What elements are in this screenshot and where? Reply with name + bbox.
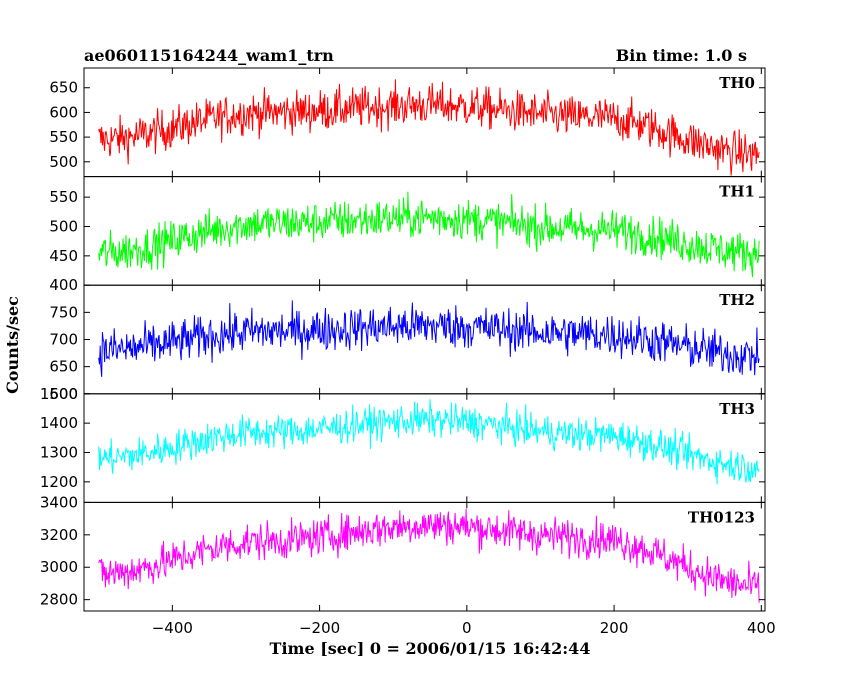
y-tick-label: 2800 — [40, 591, 78, 609]
chart-title: ae060115164244_wam1_trn — [84, 46, 334, 65]
panel-label-th0123: TH0123 — [688, 508, 755, 526]
y-tick-label: 550 — [49, 188, 78, 206]
series-line-th1 — [98, 191, 760, 278]
x-tick-label: −400 — [152, 619, 193, 637]
y-tick-label: 600 — [49, 385, 78, 403]
y-tick-label: 650 — [49, 79, 78, 97]
y-tick-label: 3200 — [40, 526, 78, 544]
y-tick-label: 700 — [49, 331, 78, 349]
panel-label-th3: TH3 — [719, 400, 755, 418]
series-line-th0123 — [98, 508, 760, 603]
y-tick-label: 1400 — [40, 414, 78, 432]
series-line-th2 — [98, 300, 760, 377]
x-axis-label: Time [sec] 0 = 2006/01/15 16:42:44 — [270, 639, 591, 658]
series-line-th3 — [98, 399, 760, 485]
y-tick-label: 1300 — [40, 444, 78, 462]
y-tick-label: 1200 — [40, 473, 78, 491]
y-tick-label: 400 — [49, 276, 78, 294]
panel-frame — [83, 393, 766, 503]
panel-label-th2: TH2 — [719, 291, 755, 309]
y-tick-label: 500 — [49, 153, 78, 171]
y-tick-label: 500 — [49, 217, 78, 235]
y-tick-label: 600 — [49, 103, 78, 121]
x-tick-label: −200 — [299, 619, 340, 637]
series-line-th0 — [98, 79, 760, 176]
y-tick-label: 3000 — [40, 558, 78, 576]
panel-label-th0: TH0 — [719, 74, 755, 92]
y-tick-label: 3400 — [40, 493, 78, 511]
bin-time-label: Bin time: 1.0 s — [616, 46, 747, 65]
panels-group: 500 550 600 650 TH0 400 450 500 550 TH1 600 650 700 7… — [40, 67, 776, 637]
x-tick-label: 0 — [462, 619, 472, 637]
x-tick-label: 400 — [747, 619, 776, 637]
x-tick-label: 200 — [600, 619, 629, 637]
panel-label-th1: TH1 — [719, 183, 755, 201]
y-tick-label: 550 — [49, 128, 78, 146]
y-tick-label: 650 — [49, 358, 78, 376]
panel-frame — [83, 501, 766, 612]
y-axis-label: Counts/sec — [3, 296, 22, 394]
y-tick-label: 450 — [49, 247, 78, 265]
y-tick-label: 750 — [49, 303, 78, 321]
y-tick-label: 1500 — [40, 385, 78, 403]
